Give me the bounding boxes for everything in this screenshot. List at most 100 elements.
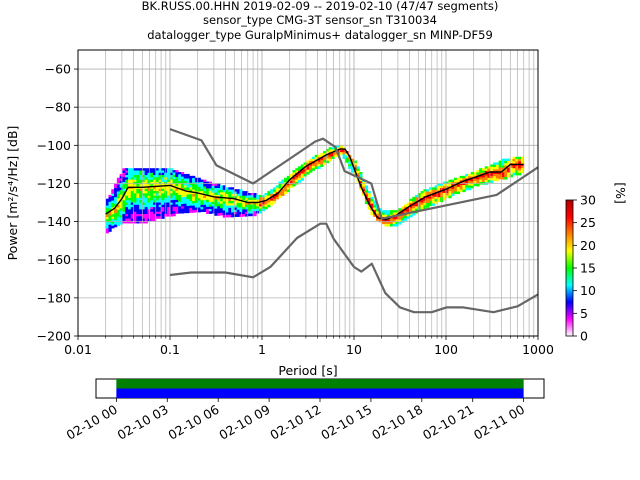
heatmap-cell [116, 198, 121, 201]
heatmap-cell [105, 207, 109, 211]
heatmap-cell [222, 199, 226, 202]
heatmap-cell [465, 176, 469, 179]
heatmap-cell [141, 195, 146, 199]
heatmap-cell [172, 183, 176, 187]
heatmap-cell [119, 201, 123, 204]
heatmap-cell [167, 191, 171, 194]
heatmap-cell [161, 209, 165, 212]
heatmap-cell [155, 209, 160, 212]
heatmap-cell [509, 160, 513, 164]
heatmap-cell [155, 170, 160, 174]
timeline-tick-label: 02-10 09 [216, 402, 272, 443]
heatmap-cell [111, 191, 115, 195]
heatmap-cell [141, 170, 146, 174]
heatmap-cell [225, 189, 229, 193]
heatmap-cell [498, 174, 502, 177]
heatmap-cell [320, 164, 324, 167]
heatmap-cell [130, 195, 134, 199]
heatmap-cell [111, 200, 115, 204]
heatmap-cell [208, 202, 212, 205]
heatmap-cell [417, 202, 422, 205]
heatmap-cell [267, 202, 271, 206]
heatmap-cell [437, 192, 441, 196]
heatmap-cell [415, 206, 419, 209]
heatmap-cell [267, 191, 271, 194]
heatmap-cell [242, 202, 246, 206]
timeline-tick-label: 02-10 03 [115, 402, 171, 443]
heatmap-cell [147, 177, 151, 180]
heatmap-cell [228, 187, 232, 190]
heatmap-cell [507, 167, 511, 171]
heatmap-cell [367, 197, 371, 201]
heatmap-cell [245, 207, 249, 210]
heatmap-cell [406, 207, 410, 210]
heatmap-cell [507, 174, 511, 178]
heatmap-cell [161, 177, 165, 180]
heatmap-cell [292, 172, 296, 176]
heatmap-cell [392, 219, 396, 222]
heatmap-cell [261, 201, 265, 205]
heatmap-cell [468, 185, 472, 188]
heatmap-cell [247, 193, 252, 196]
heatmap-cell [250, 202, 254, 205]
heatmap-cell [119, 189, 123, 193]
heatmap-cell [298, 166, 302, 169]
heatmap-cell [454, 189, 458, 192]
heatmap-cell [186, 173, 190, 177]
heatmap-cell [147, 209, 151, 212]
heatmap-cell [250, 213, 254, 217]
heatmap-cell [403, 204, 408, 208]
heatmap-cell [233, 212, 238, 215]
heatmap-cell [150, 177, 154, 180]
heatmap-cell [214, 206, 218, 209]
heatmap-cell [172, 172, 176, 176]
heatmap-cell [211, 204, 215, 207]
heatmap-cell [161, 186, 165, 190]
heatmap-cell [507, 160, 511, 164]
heatmap-cell [161, 216, 165, 219]
heatmap-cell [356, 170, 360, 174]
heatmap-cell [139, 193, 143, 196]
heatmap-cell [328, 147, 332, 150]
heatmap-cell [311, 168, 316, 171]
heatmap-cell [119, 192, 123, 195]
heatmap-cell [381, 221, 385, 225]
heatmap-cell [130, 170, 134, 174]
heatmap-cell [125, 195, 129, 199]
heatmap-cell [231, 191, 235, 195]
heatmap-cell [376, 211, 380, 214]
heatmap-cell [158, 197, 162, 201]
heatmap-cell [161, 204, 165, 208]
heatmap-cell [178, 192, 182, 196]
heatmap-cell [401, 217, 405, 221]
heatmap-cell [337, 145, 341, 148]
heatmap-cell [389, 219, 394, 222]
heatmap-cell [114, 215, 118, 219]
heatmap-cell [493, 167, 497, 170]
heatmap-cell [233, 207, 238, 211]
heatmap-cell [495, 167, 500, 170]
heatmap-cell [426, 193, 430, 197]
heatmap-cell [331, 151, 335, 155]
heatmap-cell [119, 178, 123, 182]
heatmap-cell [509, 158, 513, 162]
heatmap-cell [309, 158, 313, 162]
heatmap-cell [286, 189, 291, 193]
heatmap-cell [484, 180, 488, 183]
heatmap-cell [295, 170, 299, 174]
heatmap-cell [136, 197, 140, 201]
heatmap-cell [158, 204, 162, 208]
heatmap-cell [325, 149, 330, 152]
heatmap-cell [122, 188, 126, 192]
heatmap-cell [119, 205, 123, 209]
heatmap-cell [298, 168, 302, 172]
heatmap-cell [133, 168, 137, 171]
heatmap-cell [462, 189, 466, 193]
heatmap-cell [490, 175, 494, 179]
heatmap-cell [125, 197, 129, 201]
heatmap-cell [161, 191, 165, 194]
heatmap-cell [192, 207, 196, 211]
heatmap-cell [456, 180, 461, 183]
heatmap-cell [504, 174, 508, 178]
heatmap-cell [130, 179, 134, 183]
